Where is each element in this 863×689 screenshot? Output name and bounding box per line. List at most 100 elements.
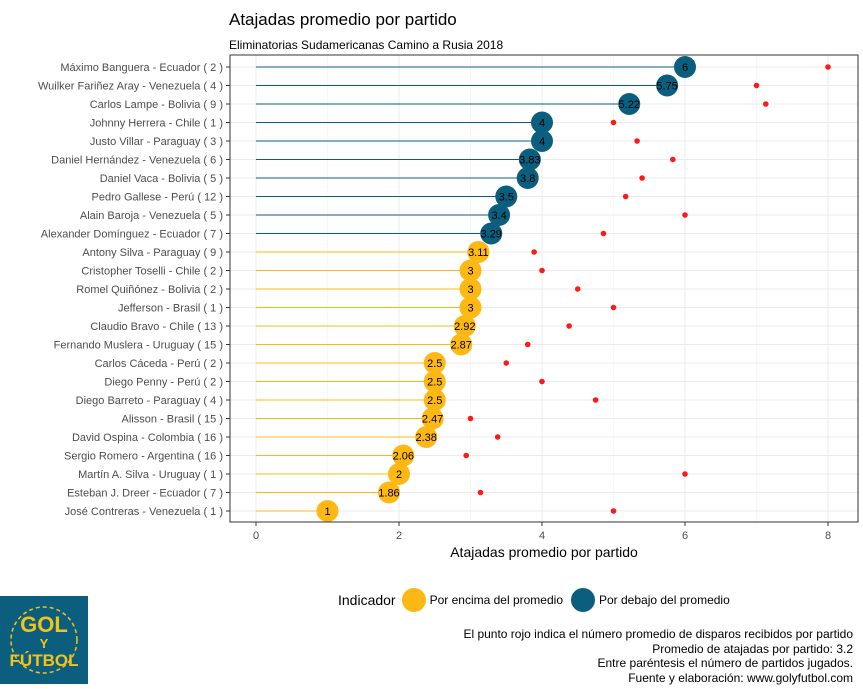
y-tick-label: Esteban J. Dreer - Ecuador ( 7 ): [67, 488, 223, 500]
saves-point: [392, 444, 415, 467]
saves-point: [656, 74, 679, 97]
x-tick-label: 0: [253, 530, 259, 542]
chart-subtitle: Eliminatorias Sudamericanas Camino a Rus…: [229, 38, 504, 52]
shots-dot: [670, 156, 676, 163]
saves-point: [467, 241, 490, 263]
svg-text:FÚTBOL: FÚTBOL: [10, 651, 79, 670]
saves-point: [459, 278, 482, 300]
saves-point: [423, 389, 446, 411]
shots-dot: [682, 212, 688, 218]
saves-point: [450, 333, 473, 356]
shots-dot: [600, 230, 607, 237]
data-label: 2.47: [422, 414, 443, 426]
data-label: 5.22: [619, 99, 640, 111]
data-label: 3.29: [481, 229, 502, 241]
y-tick-label: Romel Quiñónez - Bolivia ( 2 ): [76, 284, 223, 296]
note-red-dot: El punto rojo indica el número promedio …: [463, 627, 853, 641]
shots-dot: [574, 286, 581, 292]
golyfutbol-logo: GOL Y FÚTBOL: [0, 596, 88, 684]
shots-dot: [494, 434, 501, 440]
x-tick-label: 6: [682, 530, 688, 542]
saves-point: [453, 315, 476, 337]
data-label: 3: [467, 266, 473, 278]
shots-dot: [762, 101, 769, 107]
y-tick-label: Claudio Bravo - Chile ( 13 ): [90, 321, 223, 333]
data-label: 2.92: [454, 321, 475, 333]
data-label: 3.4: [491, 210, 506, 222]
shots-dot: [566, 323, 572, 329]
shots-dot: [531, 249, 537, 255]
legend-title: Indicador: [338, 592, 396, 608]
shots-dot: [634, 138, 640, 144]
shots-dot: [610, 304, 617, 311]
data-label: 3: [467, 303, 473, 315]
plot-border: [229, 54, 859, 523]
shots-dot: [682, 471, 688, 477]
legend: Indicador Por encima del promedio Por de…: [338, 588, 738, 612]
shots-dot: [639, 175, 645, 181]
saves-point: [518, 148, 541, 171]
y-tick-label: Carlos Lampe - Bolivia ( 9 ): [90, 99, 223, 111]
note-parentheses: Entre paréntesis el número de partidos j…: [597, 656, 854, 670]
data-label: 3.83: [519, 155, 540, 167]
y-tick-label: Alain Baroja - Venezuela ( 5 ): [80, 210, 223, 222]
saves-point: [415, 426, 438, 448]
saves-point: [421, 407, 444, 430]
y-tick-label: Máximo Banguera - Ecuador ( 2 ): [60, 62, 223, 74]
y-tick-label: Diego Penny - Perú ( 2 ): [104, 377, 223, 389]
data-label: 2.5: [427, 377, 442, 389]
shots-dot: [467, 415, 474, 422]
svg-text:GOL: GOL: [20, 612, 68, 637]
shots-dot: [539, 267, 545, 274]
shots-dot: [503, 360, 510, 366]
shots-dot: [524, 341, 531, 348]
lollipop-chart: 0 2 4 6 8 Máximo Banguera - Ecuador ( 2 ) Wuil…: [38, 54, 859, 560]
saves-point: [495, 185, 518, 208]
data-label: 2.06: [393, 451, 414, 463]
saves-point: [480, 222, 503, 245]
data-label: 3.8: [520, 173, 535, 185]
svg-text:Y: Y: [40, 636, 49, 651]
saves-point: [531, 111, 553, 134]
y-tick-label: Alisson - Brasil ( 15 ): [122, 414, 223, 426]
shots-dot: [825, 64, 831, 70]
saves-point: [459, 259, 482, 282]
y-tick-label: Fernando Muslera - Uruguay ( 15 ): [54, 340, 223, 352]
footnotes: El punto rojo indica el número promedio …: [463, 627, 853, 685]
data-label: 2: [396, 469, 402, 481]
data-label: 4: [539, 118, 545, 130]
saves-point: [674, 56, 696, 78]
x-tick-label: 4: [539, 530, 545, 542]
y-tick-label: Jefferson - Brasil ( 1 ): [118, 303, 223, 315]
data-label: 1: [324, 506, 330, 518]
x-axis-label: Atajadas promedio por partido: [450, 544, 638, 560]
y-tick-label: Johnny Herrera - Chile ( 1 ): [90, 118, 223, 130]
data-label: 3.11: [468, 247, 489, 259]
data-label: 3.5: [499, 192, 514, 204]
data-label: 4: [539, 136, 545, 148]
saves-point: [531, 130, 553, 152]
saves-point: [377, 481, 400, 504]
shots-dot: [610, 508, 617, 514]
note-average: Promedio de atajadas por partido: 3.2: [652, 641, 853, 656]
shots-dot: [753, 82, 760, 89]
note-source: Fuente y elaboración: www.golyfutbol.com: [628, 670, 853, 685]
x-tick-label: 2: [396, 530, 402, 542]
data-label: 2.5: [427, 358, 442, 370]
legend-label-encima: Por encima del promedio: [429, 593, 563, 607]
shots-dot: [610, 119, 617, 126]
saves-point: [423, 370, 446, 393]
y-tick-label: José Contreras - Venezuela ( 1 ): [65, 506, 223, 518]
x-tick-label: 8: [825, 530, 831, 542]
data-label: 5.75: [656, 81, 677, 93]
shots-dot: [592, 397, 599, 403]
saves-point: [423, 352, 446, 374]
data-label: 2.5: [427, 395, 442, 407]
y-tick-label: Justo Villar - Paraguay ( 3 ): [90, 136, 223, 148]
y-tick-label: Diego Barreto - Paraguay ( 4 ): [76, 395, 223, 407]
data-label: 3: [467, 284, 473, 296]
y-tick-label: Carlos Cáceda - Perú ( 2 ): [95, 358, 223, 370]
data-label: 6: [682, 62, 688, 74]
shots-dot: [539, 378, 545, 385]
saves-point: [316, 500, 339, 522]
